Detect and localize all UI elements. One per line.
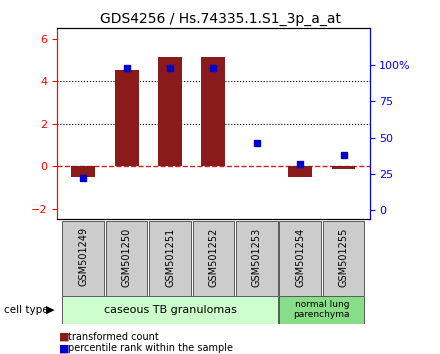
Bar bbox=[62, 221, 104, 296]
Bar bbox=[115, 70, 139, 166]
Point bbox=[297, 161, 304, 167]
Bar bbox=[149, 221, 191, 296]
Bar bbox=[279, 221, 321, 296]
Bar bbox=[279, 296, 364, 324]
Point bbox=[123, 65, 130, 70]
Bar bbox=[71, 166, 95, 177]
Text: GSM501252: GSM501252 bbox=[209, 227, 218, 287]
Text: GSM501251: GSM501251 bbox=[165, 227, 175, 286]
Text: transformed count: transformed count bbox=[68, 332, 159, 342]
Bar bbox=[332, 166, 356, 169]
Text: ■: ■ bbox=[59, 343, 70, 353]
Bar bbox=[236, 221, 278, 296]
Bar bbox=[106, 221, 147, 296]
Bar bbox=[202, 57, 225, 166]
Bar bbox=[193, 221, 234, 296]
Text: cell type: cell type bbox=[4, 305, 49, 315]
Point bbox=[166, 65, 173, 70]
Text: GSM501250: GSM501250 bbox=[121, 227, 132, 286]
Bar bbox=[323, 221, 364, 296]
Text: GDS4256 / Hs.74335.1.S1_3p_a_at: GDS4256 / Hs.74335.1.S1_3p_a_at bbox=[99, 12, 341, 27]
Bar bbox=[288, 166, 312, 177]
Point bbox=[253, 141, 260, 146]
Point bbox=[340, 152, 347, 158]
Text: GSM501255: GSM501255 bbox=[338, 227, 348, 287]
Bar bbox=[62, 296, 278, 324]
Text: caseous TB granulomas: caseous TB granulomas bbox=[103, 305, 236, 315]
Point bbox=[80, 176, 87, 181]
Text: ▶: ▶ bbox=[46, 305, 55, 315]
Text: normal lung
parenchyma: normal lung parenchyma bbox=[293, 300, 350, 319]
Text: GSM501249: GSM501249 bbox=[78, 227, 88, 286]
Text: GSM501253: GSM501253 bbox=[252, 227, 262, 286]
Text: GSM501254: GSM501254 bbox=[295, 227, 305, 286]
Text: percentile rank within the sample: percentile rank within the sample bbox=[68, 343, 233, 353]
Bar bbox=[158, 57, 182, 166]
Text: ■: ■ bbox=[59, 332, 70, 342]
Point bbox=[210, 65, 217, 70]
